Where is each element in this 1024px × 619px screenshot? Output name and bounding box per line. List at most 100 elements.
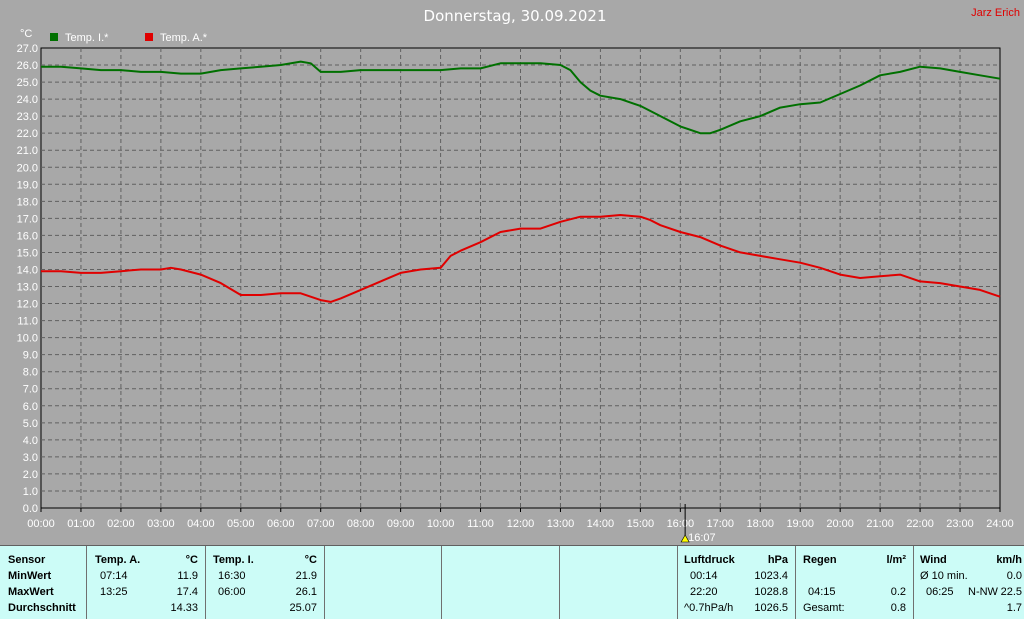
x-tick-label: 07:00 bbox=[307, 518, 335, 530]
y-tick-label: 9.0 bbox=[23, 350, 38, 362]
rain-header: Regen bbox=[803, 554, 837, 566]
y-tick-label: 3.0 bbox=[23, 452, 38, 464]
rain-time: 04:15 bbox=[808, 586, 836, 598]
x-tick-label: 06:00 bbox=[267, 518, 295, 530]
y-tick-label: 23.0 bbox=[17, 111, 38, 123]
y-tick-label: 26.0 bbox=[17, 60, 38, 72]
y-tick-label: 22.0 bbox=[17, 128, 38, 140]
temp-i-max-time: 06:00 bbox=[218, 586, 246, 598]
x-tick-label: 21:00 bbox=[866, 518, 894, 530]
empty-column-1 bbox=[325, 546, 442, 619]
y-tick-label: 18.0 bbox=[17, 196, 38, 208]
temp-a-column: Temp. A. °C 07:14 11.9 13:25 17.4 14.33 bbox=[87, 546, 206, 619]
temp-i-min-value: 21.9 bbox=[295, 570, 317, 582]
rain-unit: l/m² bbox=[886, 554, 906, 566]
series-line-temp-a bbox=[41, 214, 1001, 303]
temp-a-average: 14.33 bbox=[170, 602, 198, 614]
statistics-table: Sensor MinWert MaxWert Durchschnitt Temp… bbox=[0, 545, 1024, 619]
author-label: Jarz Erich bbox=[971, 7, 1020, 19]
y-tick-label: 27.0 bbox=[17, 43, 38, 55]
wind-mean-value: 1.7 bbox=[1006, 602, 1022, 614]
y-axis-ticks: 0.0 1.0 2.0 3.0 4.0 5.0 6.0 7.0 8.0 9.0 10.0 11.0 12… bbox=[17, 43, 38, 515]
marker-label: 16:07 bbox=[688, 532, 716, 544]
temp-a-min-value: 11.9 bbox=[177, 570, 198, 582]
x-tick-label: 03:00 bbox=[147, 518, 175, 530]
wind-column: Wind km/h Ø 10 min. 0.0 06:25 N-NW 22.5 … bbox=[914, 546, 1024, 619]
y-axis-unit: °C bbox=[20, 28, 32, 40]
x-tick-label: 13:00 bbox=[547, 518, 575, 530]
x-tick-label: 05:00 bbox=[227, 518, 255, 530]
rain-total-label: Gesamt: bbox=[803, 602, 845, 614]
sensor-column: Sensor MinWert MaxWert Durchschnitt bbox=[0, 546, 87, 619]
temp-i-max-value: 26.1 bbox=[295, 586, 317, 598]
x-tick-label: 17:00 bbox=[707, 518, 735, 530]
wind-avg-value: 0.0 bbox=[1006, 570, 1022, 582]
y-tick-label: 10.0 bbox=[17, 333, 38, 345]
y-tick-label: 5.0 bbox=[23, 418, 38, 430]
temp-a-header: Temp. A. bbox=[95, 554, 141, 566]
temp-i-min-time: 16:30 bbox=[218, 570, 246, 582]
wind-unit: km/h bbox=[996, 554, 1022, 566]
y-tick-label: 24.0 bbox=[17, 94, 38, 106]
legend-label-temp-i: Temp. I.* bbox=[65, 32, 109, 44]
empty-column-3 bbox=[560, 546, 678, 619]
x-tick-label: 16:00 bbox=[667, 518, 695, 530]
y-tick-label: 12.0 bbox=[17, 299, 38, 311]
y-tick-label: 19.0 bbox=[17, 179, 38, 191]
y-tick-label: 1.0 bbox=[23, 486, 38, 498]
wind-gust-value: 22.5 bbox=[1000, 586, 1022, 598]
y-tick-label: 20.0 bbox=[17, 162, 38, 174]
series-line-temp-i bbox=[41, 60, 1001, 135]
x-tick-label: 19:00 bbox=[786, 518, 814, 530]
x-axis-ticks: 00:00 01:00 02:00 03:00 04:00 05:00 06:00 07:00… bbox=[27, 508, 1014, 530]
plot-area bbox=[40, 47, 1001, 509]
temperature-chart: Donnerstag, 30.09.2021 Jarz Erich °C Tem… bbox=[17, 7, 1020, 544]
x-tick-label: 10:00 bbox=[427, 518, 455, 530]
wind-gust-direction: N-NW bbox=[968, 586, 998, 598]
pressure-column: Luftdruck hPa 00:14 1023.4 22:20 1028.8 … bbox=[678, 546, 796, 619]
chart-title: Donnerstag, 30.09.2021 bbox=[424, 7, 607, 25]
x-tick-label: 20:00 bbox=[826, 518, 854, 530]
x-tick-label: 01:00 bbox=[67, 518, 95, 530]
sensor-header: Sensor bbox=[8, 554, 46, 566]
y-tick-label: 2.0 bbox=[23, 469, 38, 481]
row-label-max: MaxWert bbox=[8, 586, 54, 598]
x-tick-label: 00:00 bbox=[27, 518, 55, 530]
rain-column: Regen l/m² 04:15 0.2 Gesamt: 0.8 bbox=[796, 546, 914, 619]
pressure-min-value: 1023.4 bbox=[754, 570, 788, 582]
y-tick-label: 15.0 bbox=[17, 247, 38, 259]
y-tick-label: 6.0 bbox=[23, 401, 38, 413]
x-tick-label: 04:00 bbox=[187, 518, 215, 530]
wind-gust-time: 06:25 bbox=[926, 586, 954, 598]
rain-total-value: 0.8 bbox=[890, 602, 906, 614]
legend-swatch-temp-a bbox=[145, 33, 153, 41]
temp-a-max-time: 13:25 bbox=[100, 586, 128, 598]
y-tick-label: 8.0 bbox=[23, 367, 38, 379]
pressure-header: Luftdruck bbox=[684, 554, 735, 566]
y-tick-label: 4.0 bbox=[23, 435, 38, 447]
y-tick-label: 17.0 bbox=[17, 213, 38, 225]
x-tick-label: 18:00 bbox=[746, 518, 774, 530]
legend-swatch-temp-i bbox=[50, 33, 58, 41]
marker-arrow-icon bbox=[680, 534, 690, 543]
series-lines bbox=[41, 60, 1001, 303]
pressure-unit: hPa bbox=[767, 554, 788, 566]
x-tick-label: 12:00 bbox=[507, 518, 535, 530]
temp-i-header: Temp. I. bbox=[213, 554, 254, 566]
empty-column-2 bbox=[442, 546, 560, 619]
y-tick-label: 21.0 bbox=[17, 145, 38, 157]
time-marker: 16:07 bbox=[680, 504, 716, 544]
y-tick-label: 13.0 bbox=[17, 282, 38, 294]
x-tick-label: 15:00 bbox=[627, 518, 655, 530]
pressure-min-time: 00:14 bbox=[690, 570, 718, 582]
y-tick-label: 16.0 bbox=[17, 230, 38, 242]
y-tick-label: 0.0 bbox=[23, 503, 38, 515]
wind-avg-label: Ø 10 min. bbox=[920, 570, 968, 582]
temp-a-max-value: 17.4 bbox=[176, 586, 198, 598]
y-tick-label: 25.0 bbox=[17, 77, 38, 89]
pressure-max-time: 22:20 bbox=[690, 586, 718, 598]
x-tick-label: 08:00 bbox=[347, 518, 375, 530]
temp-i-average: 25.07 bbox=[289, 602, 317, 614]
x-tick-label: 23:00 bbox=[946, 518, 974, 530]
legend: Temp. I.* Temp. A.* bbox=[50, 32, 208, 44]
